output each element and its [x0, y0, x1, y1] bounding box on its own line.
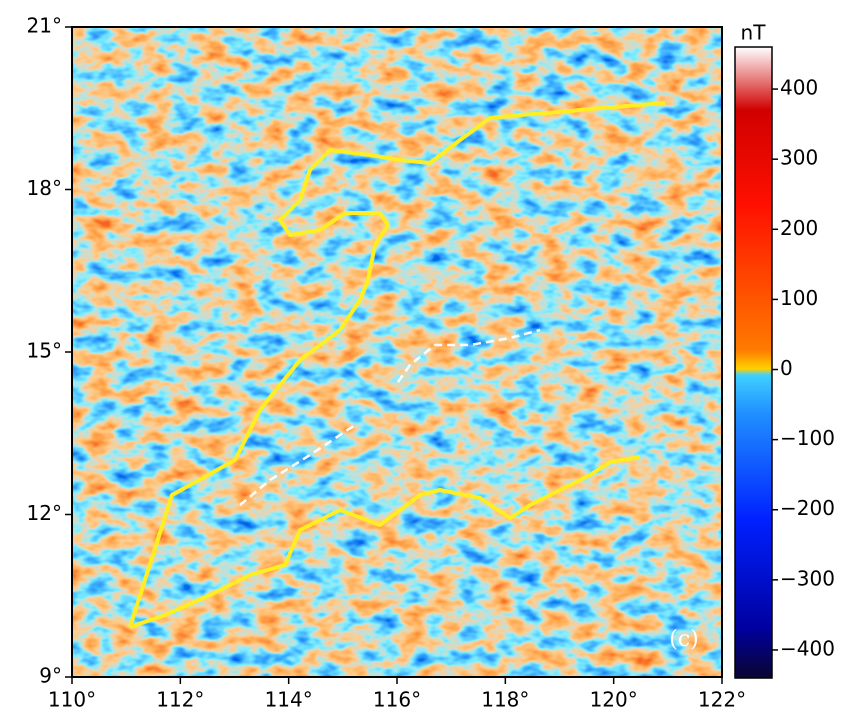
y-tick-label: 21°	[27, 14, 62, 38]
y-tick-label: 12°	[27, 501, 62, 525]
dashed-line	[396, 328, 541, 383]
dashed-line	[239, 423, 356, 506]
colorbar-tick-label: 200	[780, 216, 818, 240]
boundary-line	[129, 455, 641, 629]
colorbar-tick-label: −400	[780, 636, 835, 660]
y-tick-label: 18°	[27, 176, 62, 200]
x-tick-label: 122°	[698, 688, 746, 712]
colorbar	[734, 46, 773, 679]
x-tick-label: 114°	[265, 688, 313, 712]
y-tick-label: 9°	[39, 664, 62, 688]
x-tick-label: 110°	[48, 688, 96, 712]
y-tick-label: 15°	[27, 339, 62, 363]
x-tick-label: 118°	[481, 688, 529, 712]
colorbar-tick-label: −300	[780, 566, 835, 590]
colorbar-unit: nT	[741, 21, 767, 45]
x-tick-label: 116°	[373, 688, 421, 712]
panel-label: (c)	[669, 627, 699, 652]
colorbar-tick-label: 400	[780, 76, 818, 100]
colorbar-tick-label: 100	[780, 286, 818, 310]
x-tick-label: 120°	[590, 688, 638, 712]
colorbar-tick-label: 0	[780, 356, 793, 380]
colorbar-tick-label: 300	[780, 146, 818, 170]
anomaly-field	[72, 27, 722, 677]
x-tick-label: 112°	[156, 688, 204, 712]
colorbar-tick-label: −100	[780, 426, 835, 450]
colorbar-tick-label: −200	[780, 496, 835, 520]
boundary-line	[128, 101, 666, 628]
